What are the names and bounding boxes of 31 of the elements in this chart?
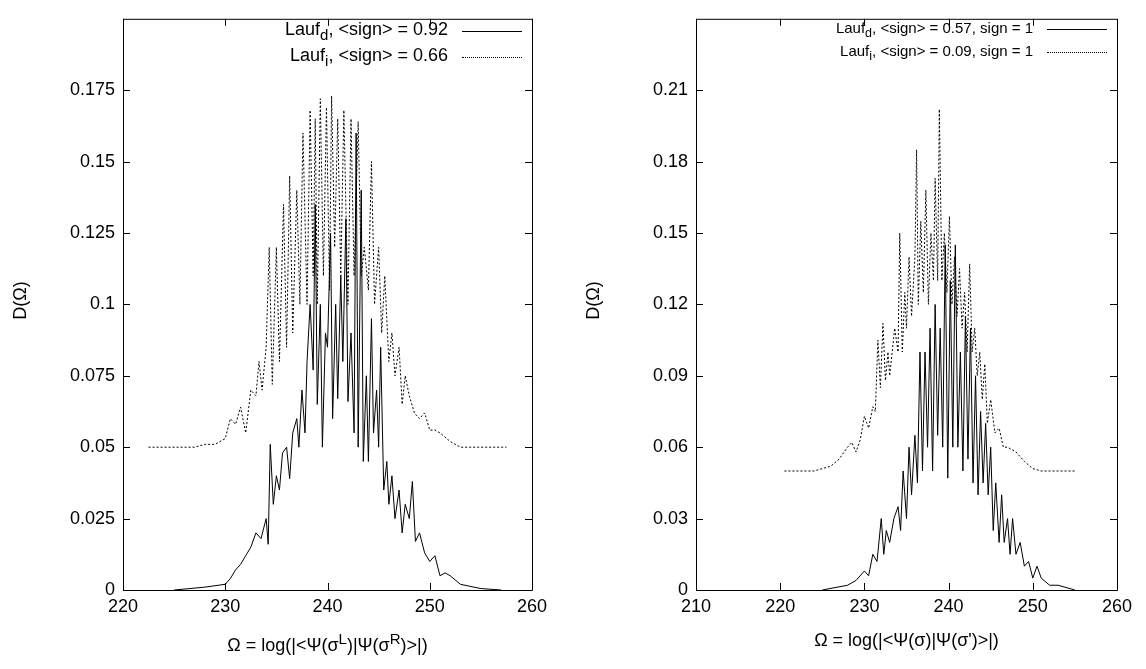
y-tick-label: 0.15	[652, 221, 688, 242]
x-tick-label: 260	[1101, 595, 1133, 616]
legend-label: Lauf$_{d}$, <sign> = 0.57, sign = 1	[835, 18, 1033, 42]
y-tick-label: 0.21	[652, 79, 688, 100]
y-tick-label: 0.18	[652, 150, 688, 171]
x-axis-title: Ω = log(|<Ψ(σ$^{L}$)|Ψ(σ$^{R}$)>|)	[226, 630, 429, 656]
x-tick-label: 220	[765, 595, 796, 616]
x-tick-label: 240	[933, 595, 964, 616]
y-tick-label: 0.09	[652, 364, 688, 385]
x-tick-label: 260	[516, 595, 548, 616]
y-tick-label: 0.06	[652, 436, 688, 457]
y-tick-label: 0.025	[69, 507, 115, 528]
y-axis-title: D(Ω)	[9, 280, 31, 320]
y-tick-label: 0.05	[79, 436, 115, 457]
y-tick-label: 0.03	[652, 507, 688, 528]
legend-label: Lauf$_{i}$, <sign> = 0.09, sign = 1	[840, 41, 1033, 65]
y-tick-label: 0.1	[89, 293, 115, 314]
x-tick-label: 250	[1017, 595, 1048, 616]
x-tick-label: 240	[312, 595, 343, 616]
x-axis-title: Ω = log(|<Ψ(σ)|Ψ(σ')>|)	[813, 630, 1000, 651]
y-tick-label: 0.15	[79, 150, 115, 171]
x-tick-label: 250	[414, 595, 445, 616]
y-tick-label: 0.12	[652, 293, 688, 314]
y-tick-label: 0.175	[69, 79, 115, 100]
y-tick-label: 0.075	[69, 364, 115, 385]
y-tick-label: 0.125	[69, 221, 115, 242]
x-tick-label: 230	[849, 595, 880, 616]
y-axis-title: D(Ω)	[582, 280, 604, 320]
legend-label: Lauf$_{i}$, <sign> = 0.66	[290, 44, 448, 71]
legend-label: Lauf$_{d}$, <sign> = 0.92	[285, 18, 448, 45]
x-tick-label: 230	[210, 595, 241, 616]
